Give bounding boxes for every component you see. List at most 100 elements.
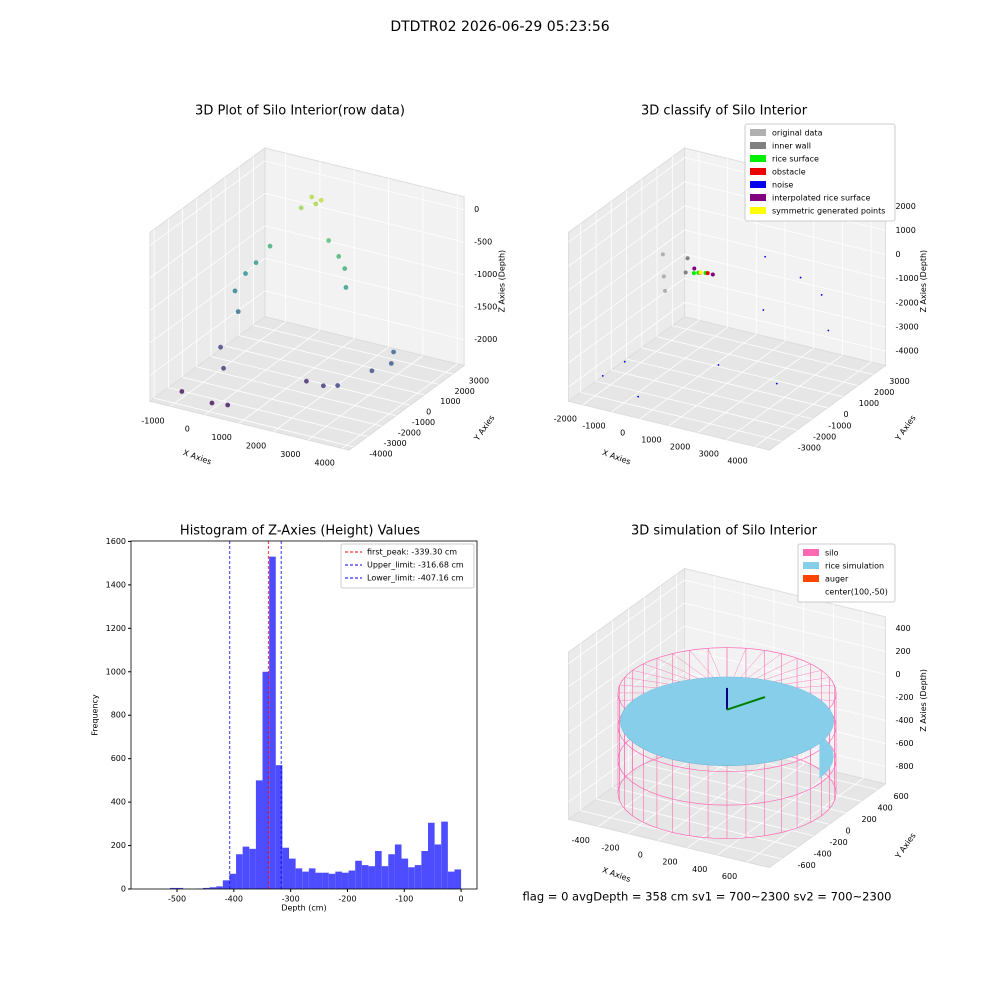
bar: [454, 869, 462, 889]
point: [235, 309, 241, 315]
bar: [414, 865, 422, 889]
legend-swatch: [750, 129, 766, 136]
z-tick-label: -2000: [895, 298, 918, 307]
grid-line: [568, 157, 685, 243]
legend-swatch: [803, 549, 819, 556]
y-tick-label: 3000: [889, 377, 909, 386]
y-tick-label: 600: [111, 754, 126, 763]
grid-line: [568, 229, 685, 315]
bar: [447, 871, 455, 889]
z-tick-label: 2000: [895, 202, 915, 211]
bar: [222, 880, 230, 889]
grid-line: [684, 602, 886, 652]
x-tick-label: 3000: [699, 450, 719, 459]
point: [320, 383, 326, 389]
point: [661, 274, 666, 279]
grid-line: [684, 579, 886, 629]
bar: [421, 850, 428, 889]
point: [267, 243, 273, 249]
z-tick-label: -800: [895, 762, 913, 771]
z-tick-label: 200: [895, 647, 910, 656]
z-tick-label: 0: [895, 670, 900, 679]
y-tick-label: 1200: [106, 624, 126, 633]
point: [369, 368, 375, 374]
x-tick-label: 1000: [641, 436, 661, 445]
x-tick-label: -500: [168, 895, 186, 904]
z-tick-label: -1000: [895, 274, 918, 283]
y-tick-label: 3000: [469, 376, 489, 385]
grid-line: [264, 160, 465, 211]
z-tick-label: -3000: [895, 322, 918, 331]
point: [623, 360, 626, 363]
chart-title: Histogram of Z-Axies (Height) Values: [180, 524, 420, 539]
grid-line: [656, 336, 859, 386]
bar: [236, 854, 243, 889]
z-axis-label: Z Axies (Depth): [498, 250, 507, 313]
x-tick-label: -200: [601, 843, 619, 852]
point: [318, 197, 324, 203]
legend-swatch: [803, 575, 819, 582]
point: [685, 256, 690, 261]
y-tick-label: -200: [830, 838, 848, 847]
bar: [341, 872, 349, 889]
legend-label: rice simulation: [825, 562, 884, 571]
point: [343, 285, 349, 290]
bar: [295, 868, 303, 889]
legend-label: obstacle: [772, 168, 806, 177]
grid-line: [684, 301, 886, 352]
z-tick-label: -400: [895, 716, 913, 725]
z-axis-label: Z Axies (Depth): [919, 669, 928, 732]
grid-line: [568, 181, 685, 267]
bar: [375, 850, 382, 889]
x-tick-label: 4000: [315, 458, 335, 467]
y-tick-label: -3000: [798, 444, 821, 453]
x-tick-label: 4000: [727, 456, 747, 465]
y-tick-label: 2000: [454, 387, 474, 396]
grid-line: [595, 380, 798, 431]
point: [179, 389, 185, 394]
y-axis-label: Y Axies: [893, 831, 918, 861]
bar: [269, 556, 276, 889]
point: [663, 288, 668, 293]
point: [298, 205, 304, 211]
bar: [249, 848, 256, 889]
point: [391, 349, 396, 355]
legend-swatch: [750, 142, 766, 149]
x-tick-label: -400: [572, 836, 590, 845]
grid-line: [684, 205, 886, 256]
grid-line: [196, 366, 397, 417]
grid-line: [182, 376, 382, 427]
y-tick-label: 0: [426, 408, 431, 417]
point: [209, 400, 215, 406]
bar: [427, 822, 435, 889]
legend-box: [797, 543, 896, 603]
legend-label: Upper_limit: -316.68 cm: [367, 561, 464, 570]
grid-line: [684, 277, 886, 328]
bar: [289, 858, 296, 889]
grid-line: [746, 778, 864, 863]
legend-swatch: [750, 168, 766, 175]
grid-line: [717, 771, 834, 856]
point: [799, 276, 802, 279]
z-tick-label: 0: [474, 205, 479, 214]
x-tick-label: 0: [620, 429, 625, 438]
bar: [242, 846, 250, 889]
legend-label: symmetric generated points: [772, 207, 885, 216]
status-text: flag = 0 avgDepth = 358 cm sv1 = 700~230…: [523, 890, 892, 904]
legend-label: noise: [772, 181, 793, 190]
y-tick-label: 2000: [874, 388, 894, 397]
bar: [381, 866, 389, 889]
bar: [302, 871, 309, 889]
y-tick-label: -400: [814, 850, 832, 859]
point: [717, 364, 720, 366]
point: [336, 254, 342, 259]
x-tick-label: -100: [395, 895, 413, 904]
point: [253, 260, 259, 266]
point: [243, 271, 248, 276]
y-axis-label: Y Axies: [893, 414, 918, 444]
y-tick-label: -1000: [828, 421, 851, 430]
y-tick-label: 0: [846, 827, 851, 836]
y-tick-label: -3000: [383, 439, 406, 448]
z-tick-label: -600: [895, 739, 913, 748]
grid-line: [612, 787, 814, 837]
